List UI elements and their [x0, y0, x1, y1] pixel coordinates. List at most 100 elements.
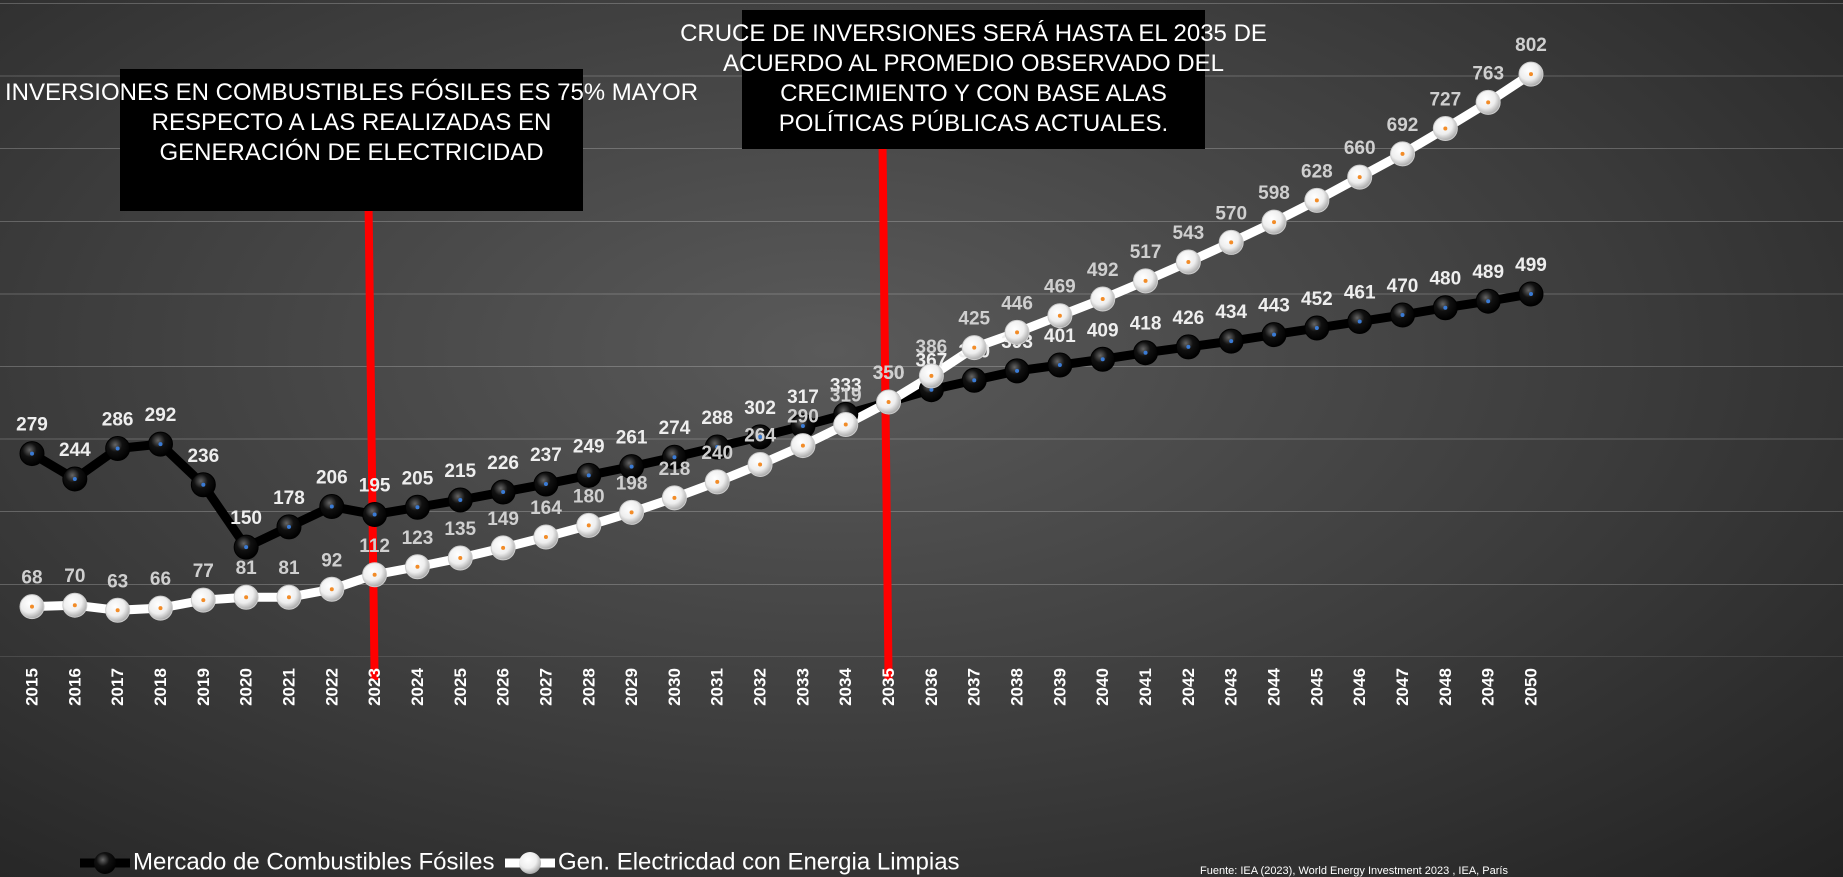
marker-dot	[1229, 240, 1234, 245]
data-label: 180	[573, 486, 605, 507]
data-label: 426	[1173, 308, 1205, 329]
data-label: 434	[1215, 302, 1247, 323]
data-label: 135	[444, 519, 476, 540]
marker-dot	[415, 564, 420, 569]
data-label: 244	[59, 440, 91, 461]
data-label: 418	[1130, 314, 1162, 335]
data-label: 123	[402, 528, 434, 549]
marker-dot	[629, 464, 634, 469]
marker-dot	[72, 476, 77, 481]
data-point	[876, 389, 902, 415]
data-point	[747, 424, 773, 450]
marker-dot	[329, 587, 334, 592]
x-tick-label: 2020	[237, 668, 256, 706]
x-tick-label: 2025	[451, 668, 470, 706]
data-point	[918, 363, 944, 389]
data-point	[1518, 281, 1544, 307]
data-point	[1218, 229, 1244, 255]
x-tick-label: 2046	[1350, 668, 1369, 706]
marker-dot	[30, 604, 34, 609]
marker-dot	[415, 505, 420, 510]
data-point	[747, 451, 773, 477]
data-point	[1175, 334, 1201, 360]
data-label: 198	[616, 473, 648, 494]
data-label: 68	[21, 568, 42, 589]
marker-dot	[672, 495, 677, 500]
data-label: 150	[230, 508, 262, 529]
data-label: 302	[744, 398, 776, 419]
marker-dot	[372, 512, 377, 517]
data-label: 249	[573, 436, 605, 457]
data-point	[319, 494, 345, 520]
marker-dot	[201, 482, 206, 487]
marker-dot	[1057, 363, 1062, 368]
marker-dot	[886, 400, 891, 405]
data-point	[490, 535, 516, 561]
x-tick-label: 2024	[408, 668, 427, 706]
marker-dot	[972, 378, 977, 383]
marker-dot	[30, 451, 34, 456]
marker-dot	[115, 446, 120, 451]
data-point	[319, 576, 345, 602]
x-tick-label: 2018	[151, 668, 170, 706]
x-tick-label: 2032	[751, 668, 770, 706]
data-point	[533, 524, 559, 550]
data-label: 425	[958, 309, 990, 330]
marker-dot	[1015, 368, 1020, 373]
marker-dot	[586, 523, 591, 528]
x-tick-label: 2047	[1393, 668, 1412, 706]
data-point	[1475, 89, 1501, 115]
annotation-pointer	[364, 210, 379, 681]
data-point	[1133, 268, 1159, 294]
data-label: 492	[1087, 260, 1119, 281]
marker-dot	[929, 373, 934, 378]
marker-dot	[286, 595, 291, 600]
data-label: 598	[1258, 183, 1290, 204]
marker-dot	[586, 473, 591, 478]
data-label: 570	[1215, 203, 1247, 224]
marker-dot	[800, 423, 805, 428]
data-point	[105, 597, 131, 623]
data-point	[362, 562, 388, 588]
data-point	[1347, 164, 1373, 190]
x-tick-label: 2040	[1093, 668, 1112, 706]
data-label: 274	[659, 418, 691, 439]
marker-dot	[1357, 319, 1362, 324]
marker-dot	[1229, 339, 1234, 344]
data-point	[190, 587, 216, 613]
marker-dot	[329, 504, 334, 509]
data-label: 205	[402, 468, 434, 489]
x-tick-label: 2036	[922, 668, 941, 706]
data-point	[447, 487, 473, 513]
data-point	[619, 454, 645, 480]
marker-dot	[158, 442, 163, 447]
data-label: 802	[1515, 35, 1547, 56]
data-point	[1432, 295, 1458, 321]
data-label: 261	[616, 428, 648, 449]
data-label: 112	[359, 536, 390, 557]
annotation-text: INVERSIONES EN COMBUSTIBLES FÓSILES ES 7…	[5, 79, 698, 166]
x-tick-label: 2050	[1521, 668, 1540, 706]
x-tick-label: 2016	[65, 668, 84, 706]
marker-dot	[1143, 278, 1148, 283]
x-tick-label: 2031	[708, 668, 727, 706]
marker-dot	[1314, 326, 1319, 331]
data-label: 292	[145, 405, 177, 426]
data-label: 628	[1301, 161, 1333, 182]
data-label: 149	[487, 509, 519, 530]
data-label: 386	[916, 337, 948, 358]
data-label: 264	[744, 425, 776, 446]
x-tick-label: 2021	[279, 668, 298, 706]
x-tick-label: 2048	[1436, 668, 1455, 706]
data-point	[1261, 322, 1287, 348]
x-tick-label: 2038	[1008, 668, 1027, 706]
marker-dot	[758, 462, 763, 467]
data-label: 240	[701, 443, 733, 464]
data-label: 317	[787, 387, 819, 408]
data-label: 692	[1387, 115, 1419, 136]
marker-dot	[758, 434, 763, 439]
x-tick-label: 2035	[879, 668, 898, 706]
marker-dot	[201, 598, 206, 603]
data-point	[1175, 249, 1201, 275]
